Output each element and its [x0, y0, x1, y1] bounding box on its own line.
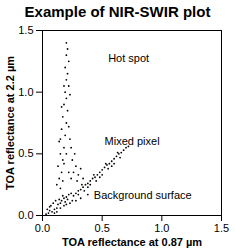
- svg-text:0.0: 0.0: [18, 209, 33, 221]
- svg-text:TOA reflectance at 0.87 µm: TOA reflectance at 0.87 µm: [62, 236, 202, 248]
- svg-text:Hot spot: Hot spot: [108, 52, 149, 64]
- svg-text:0.0: 0.0: [35, 222, 50, 234]
- svg-text:Background surface: Background surface: [94, 189, 192, 201]
- svg-text:0.5: 0.5: [95, 222, 110, 234]
- svg-text:TOA reflectance at 2.2 µm: TOA reflectance at 2.2 µm: [4, 56, 16, 190]
- html-text:Example of NIR-SWIR plot: Example of NIR-SWIR plot: [24, 3, 211, 20]
- svg-text:0.5: 0.5: [18, 147, 33, 159]
- svg-text:1.0: 1.0: [154, 222, 169, 234]
- svg-text:1.5: 1.5: [214, 222, 229, 234]
- svg-text:Mixed pixel: Mixed pixel: [105, 135, 160, 147]
- svg-text:1.0: 1.0: [18, 86, 33, 98]
- svg-text:1.5: 1.5: [18, 24, 33, 36]
